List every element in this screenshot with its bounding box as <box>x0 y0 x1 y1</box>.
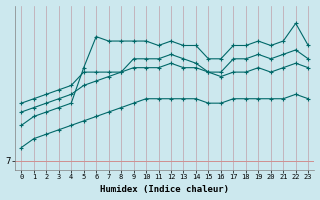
X-axis label: Humidex (Indice chaleur): Humidex (Indice chaleur) <box>100 185 229 194</box>
